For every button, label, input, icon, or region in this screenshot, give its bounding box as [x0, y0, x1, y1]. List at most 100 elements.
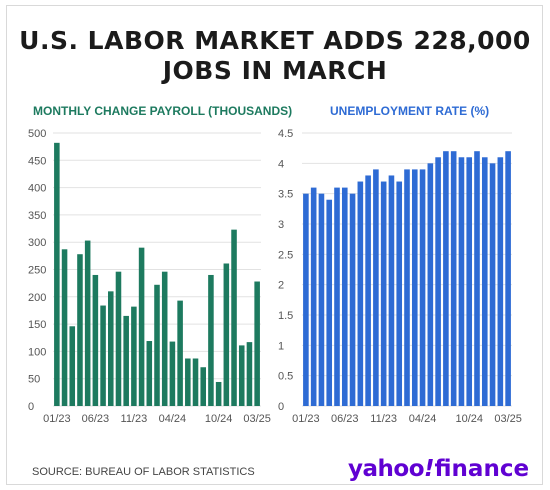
unemployment-bar	[396, 181, 403, 406]
unemployment-bar	[489, 163, 496, 406]
unemployment-bar	[373, 169, 379, 406]
payroll-x-tick-label: 06/23	[82, 413, 110, 425]
unemployment-bar	[365, 175, 371, 406]
payroll-bar	[131, 306, 137, 406]
unemployment-bar	[318, 193, 325, 406]
headline-line-1: U.S. LABOR MARKET ADDS 228,000	[19, 26, 531, 55]
payroll-bar	[77, 254, 83, 406]
payroll-bar	[215, 381, 222, 406]
payroll-bar	[69, 326, 76, 406]
unemployment-y-tick-label: 4.5	[278, 128, 293, 140]
headline-line-2: JOBS IN MARCH	[162, 56, 388, 85]
unemployment-y-tick-label: 0.5	[278, 371, 293, 383]
unemployment-chart: 0 0.5 1 1.5 2 2.5 3 3.5 4 4.5 01/23 06/23 11/23 04/24…	[278, 128, 522, 425]
payroll-bar	[108, 291, 114, 406]
card-frame	[6, 5, 543, 485]
payroll-y-tick-label: 500	[28, 128, 46, 140]
unemployment-y-tick-label: 3.5	[278, 189, 293, 201]
unemployment-bar	[458, 157, 465, 406]
unemployment-y-tick-label: 2	[278, 280, 284, 292]
payroll-x-tick-label: 11/23	[121, 413, 148, 425]
payroll-y-tick-label: 0	[28, 401, 34, 413]
payroll-bar	[115, 271, 122, 406]
unemployment-x-tick-label: 10/24	[455, 413, 483, 425]
unemployment-y-tick-label: 2.5	[278, 249, 293, 261]
unemployment-bar	[303, 193, 309, 406]
unemployment-bar	[341, 187, 348, 406]
unemployment-bar	[481, 157, 488, 406]
logo-finance: finance	[434, 456, 530, 482]
payroll-x-tick-label: 01/23	[43, 413, 71, 425]
unemployment-chart-title: UNEMPLOYMENT RATE (%)	[330, 104, 490, 118]
logo-bang: !	[424, 456, 435, 482]
logo-yahoo: yahoo	[348, 456, 425, 482]
payroll-chart-title: MONTHLY CHANGE PAYROLL (THOUSANDS)	[33, 104, 293, 118]
unemployment-x-tick-label: 03/25	[494, 413, 522, 425]
payroll-y-tick-label: 150	[28, 319, 46, 331]
payroll-bar	[154, 284, 160, 406]
payroll-y-tick-label: 50	[28, 374, 40, 386]
payroll-bar	[146, 341, 153, 406]
payroll-bar	[123, 315, 129, 406]
unemployment-bar	[466, 157, 473, 406]
payroll-bar	[177, 300, 183, 406]
unemployment-bar	[474, 151, 480, 406]
unemployment-bar	[427, 163, 434, 406]
yahoo-finance-logo: yahoo!finance	[348, 455, 529, 483]
unemployment-bar	[326, 199, 333, 406]
unemployment-bar	[411, 169, 418, 406]
payroll-bar	[200, 367, 206, 406]
payroll-bar	[92, 274, 99, 406]
unemployment-bar	[380, 181, 387, 406]
payroll-bar	[254, 281, 260, 406]
unemployment-y-tick-label: 4	[278, 158, 284, 170]
unemployment-bar	[310, 187, 317, 406]
payroll-bar	[61, 249, 68, 406]
payroll-x-tick-label: 10/24	[205, 413, 233, 425]
unemployment-x-tick-label: 01/23	[292, 413, 320, 425]
source-note: SOURCE: BUREAU OF LABOR STATISTICS	[32, 466, 255, 478]
payroll-y-tick-label: 350	[28, 210, 46, 222]
payroll-y-tick-label: 300	[28, 237, 46, 249]
unemployment-bar	[357, 181, 364, 406]
unemployment-x-tick-label: 06/23	[331, 413, 359, 425]
payroll-bar	[231, 229, 237, 406]
unemployment-y-tick-label: 0	[278, 401, 284, 413]
unemployment-bar	[450, 151, 457, 406]
payroll-bar	[138, 247, 145, 406]
payroll-bar	[185, 358, 191, 406]
unemployment-bar	[419, 169, 426, 406]
unemployment-bar	[443, 151, 449, 406]
payroll-bar	[169, 341, 176, 406]
payroll-y-tick-label: 100	[28, 346, 46, 358]
unemployment-y-tick-label: 1.5	[278, 310, 293, 322]
payroll-bar	[161, 271, 168, 406]
payroll-x-tick-label: 03/25	[243, 413, 271, 425]
unemployment-y-tick-label: 3	[278, 219, 284, 231]
unemployment-bar	[497, 157, 504, 406]
payroll-x-tick-label: 04/24	[159, 413, 187, 425]
unemployment-bar	[388, 175, 395, 406]
payroll-bar	[100, 305, 106, 406]
payroll-bar	[223, 263, 230, 406]
headline: U.S. LABOR MARKET ADDS 228,000 JOBS IN M…	[0, 26, 550, 86]
payroll-y-tick-label: 200	[28, 292, 46, 304]
payroll-bar	[84, 240, 91, 406]
unemployment-bar	[404, 169, 410, 406]
payroll-chart: 0 50 100 150 200 250 300 350 400 450 500 01/23 06/23…	[28, 128, 271, 425]
unemployment-x-tick-label: 11/23	[370, 413, 397, 425]
payroll-bar	[192, 358, 199, 406]
unemployment-bar	[435, 157, 441, 406]
payroll-bar	[238, 345, 245, 406]
payroll-y-tick-label: 450	[28, 155, 46, 167]
unemployment-bar	[349, 193, 356, 406]
payroll-y-tick-label: 400	[28, 183, 46, 195]
payroll-bar	[208, 274, 214, 406]
unemployment-y-tick-label: 1	[278, 340, 284, 352]
payroll-bar	[246, 342, 253, 406]
unemployment-bar	[505, 151, 511, 406]
unemployment-x-tick-label: 04/24	[409, 413, 437, 425]
payroll-bar	[54, 142, 60, 406]
payroll-y-tick-label: 250	[28, 265, 46, 277]
